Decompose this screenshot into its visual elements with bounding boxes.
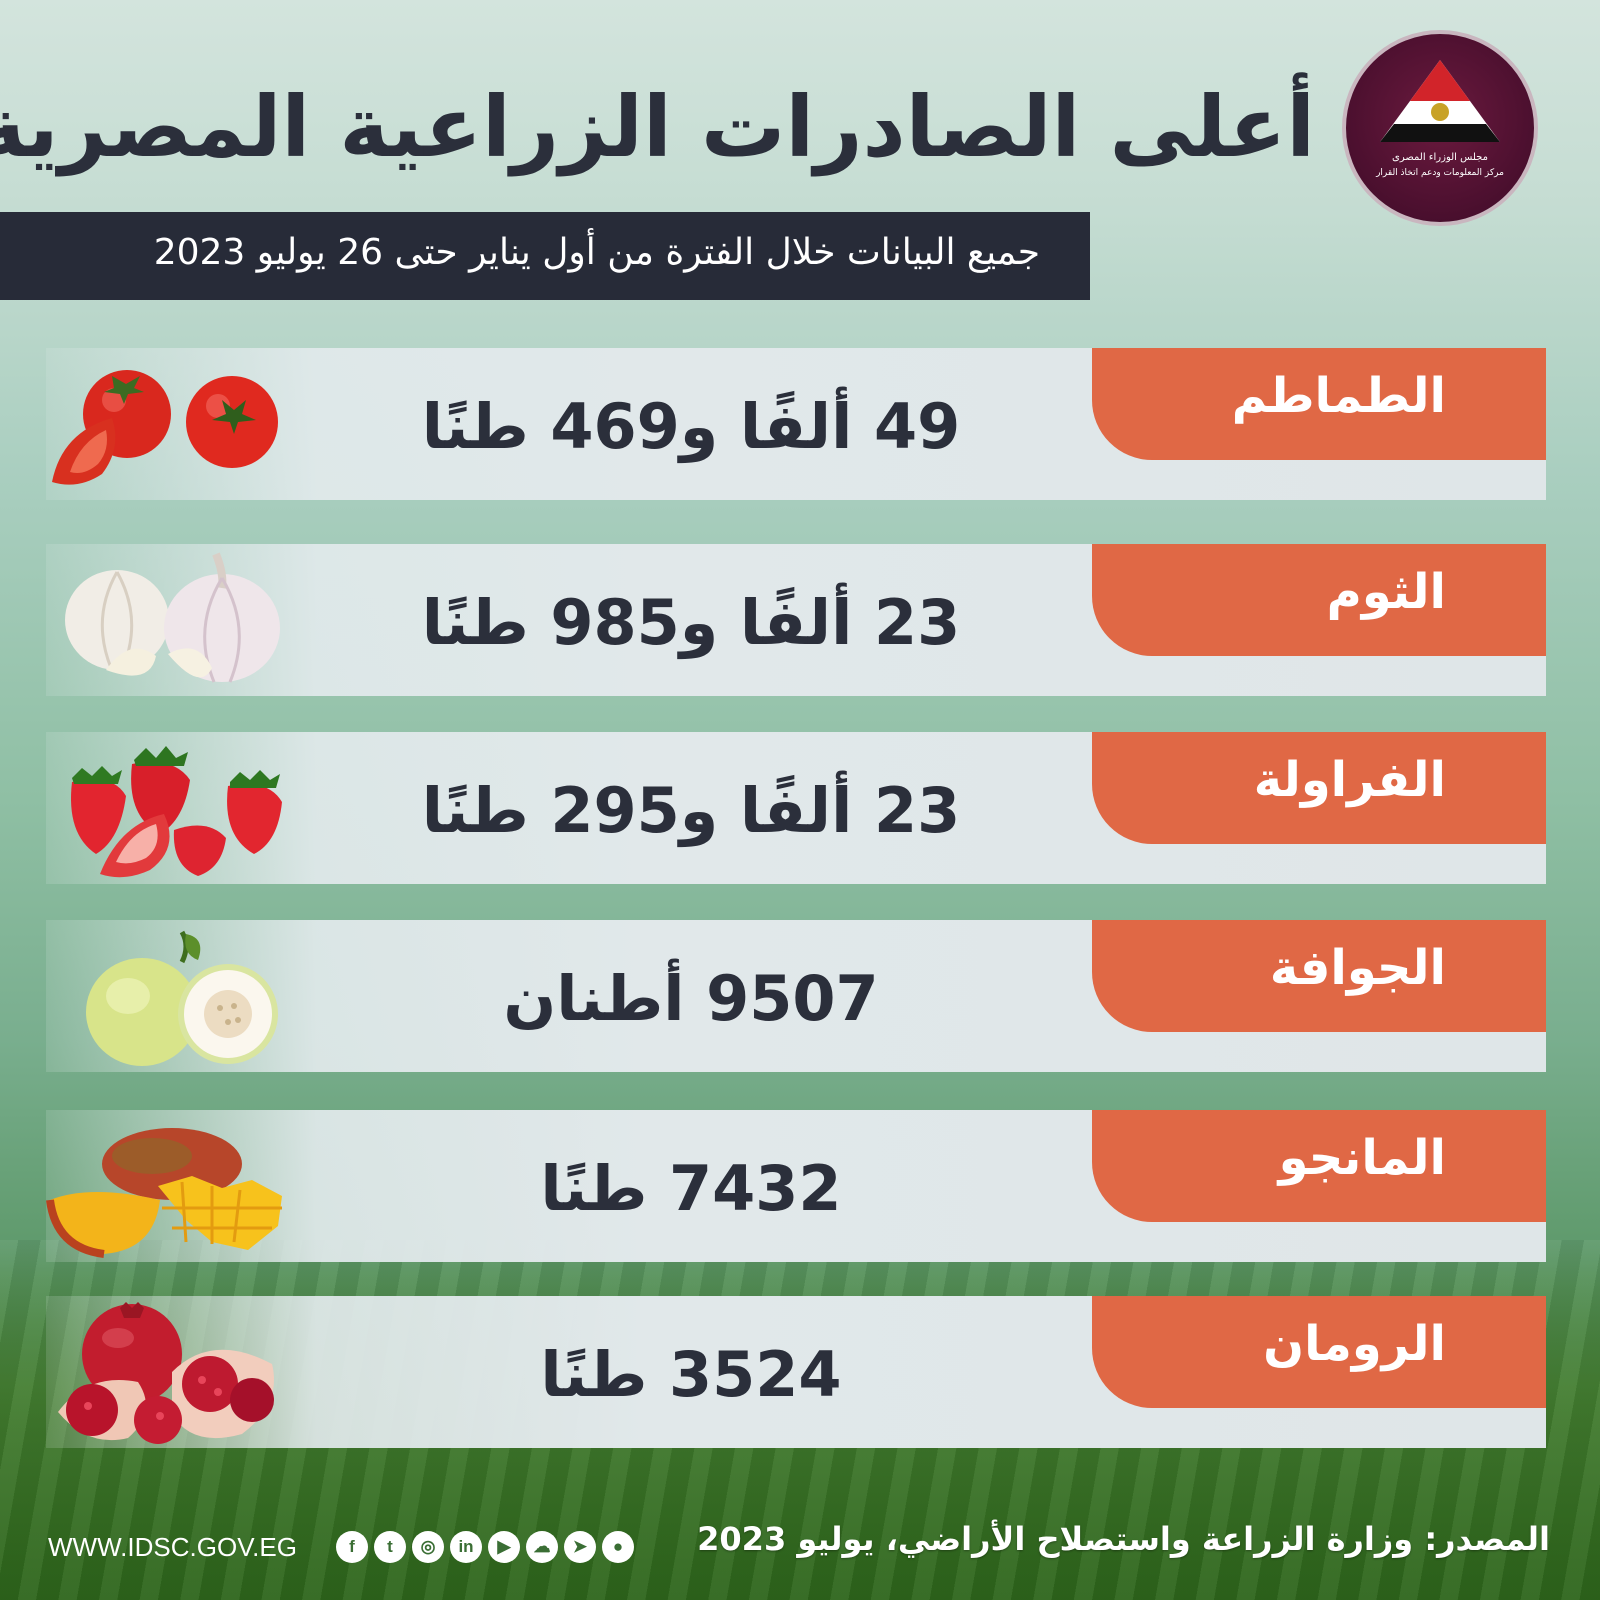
export-row-garlic: 23 ألفًا و985 طنًا الثوم [46,544,1546,696]
idsc-logo: مجلس الوزراء المصرى مركز المعلومات ودعم … [1342,30,1538,226]
strawberry-icon [71,746,282,878]
export-row-strawberry: 23 ألفًا و295 طنًا الفراولة [46,732,1546,884]
youtube-icon[interactable]: ▶ [488,1531,520,1563]
export-row-pomegranate: 3524 طنًا الرومان [46,1296,1546,1448]
product-tag-guava: الجوافة [1092,920,1546,1032]
social-links: f t ◎ in ▶ ☁ ➤ ● [336,1531,634,1563]
product-label-mango: المانجو [1278,1130,1446,1186]
source-note: المصدر: وزارة الزراعة واستصلاح الأراضي، … [697,1520,1550,1558]
logo-line-2: مركز المعلومات ودعم اتخاذ القرار [1376,168,1504,178]
mango-icon [46,1128,282,1258]
garlic-icon [65,552,280,683]
soundcloud-icon[interactable]: ☁ [526,1531,558,1563]
export-value-mango: 7432 طنًا [540,1152,842,1225]
egypt-triangle-icon [1380,60,1500,142]
product-label-garlic: الثوم [1326,564,1446,620]
tomato-icon [52,370,278,485]
website-link[interactable]: WWW.IDSC.GOV.EG [48,1532,297,1562]
instagram-icon[interactable]: ◎ [412,1531,444,1563]
facebook-icon[interactable]: f [336,1531,368,1563]
export-value-guava: 9507 أطنان [503,962,879,1035]
product-tag-garlic: الثوم [1092,544,1546,656]
export-value-pomegranate: 3524 طنًا [540,1338,842,1411]
product-label-pomegranate: الرومان [1263,1316,1446,1372]
export-row-tomato: 49 ألفًا و469 طنًا الطماطم [46,348,1546,500]
export-value-tomato: 49 ألفًا و469 طنًا [421,390,961,463]
export-row-guava: 9507 أطنان الجوافة [46,920,1546,1072]
whatsapp-icon[interactable]: ● [602,1531,634,1563]
product-label-tomato: الطماطم [1231,368,1446,424]
product-tag-tomato: الطماطم [1092,348,1546,460]
product-label-strawberry: الفراولة [1253,752,1446,808]
export-value-strawberry: 23 ألفًا و295 طنًا [421,774,961,847]
product-label-guava: الجوافة [1269,940,1446,996]
logo-line-1: مجلس الوزراء المصرى [1392,152,1488,163]
pomegranate-icon [58,1302,274,1444]
twitter-icon[interactable]: t [374,1531,406,1563]
export-value-garlic: 23 ألفًا و985 طنًا [421,586,961,659]
subtitle-band: جميع البيانات خلال الفترة من أول يناير ح… [0,212,1090,300]
linkedin-icon[interactable]: in [450,1531,482,1563]
product-tag-strawberry: الفراولة [1092,732,1546,844]
product-tag-mango: المانجو [1092,1110,1546,1222]
page-title: أعلى الصادرات الزراعية المصرية [0,78,1315,176]
telegram-icon[interactable]: ➤ [564,1531,596,1563]
page-subtitle: جميع البيانات خلال الفترة من أول يناير ح… [153,232,1040,273]
guava-icon [86,930,278,1066]
product-tag-pomegranate: الرومان [1092,1296,1546,1408]
export-row-mango: 7432 طنًا المانجو [46,1110,1546,1262]
